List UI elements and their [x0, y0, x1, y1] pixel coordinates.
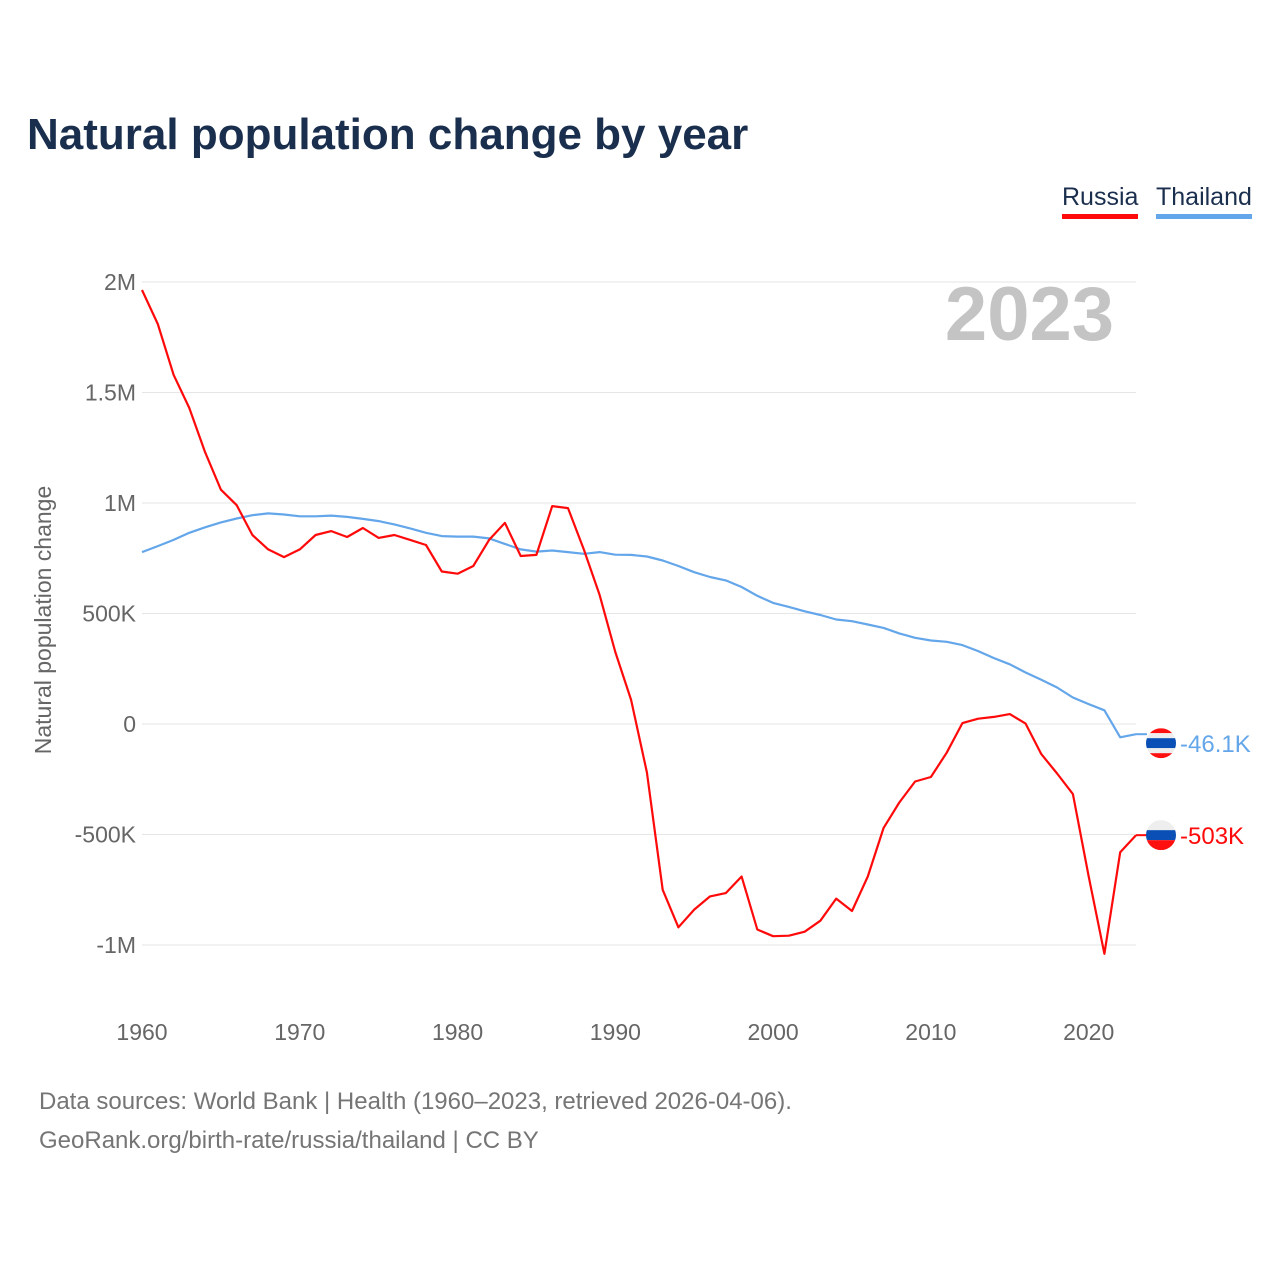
- thailand-flag-icon: [1146, 728, 1176, 759]
- x-tick-label: 1990: [590, 1019, 641, 1045]
- series-line-russia: [141, 289, 1137, 955]
- end-value-label: -46.1K: [1180, 731, 1251, 758]
- footer-sources: Data sources: World Bank | Health (1960–…: [39, 1088, 792, 1115]
- y-tick-label: -500K: [75, 822, 137, 848]
- y-tick-label: 0: [123, 711, 136, 737]
- x-tick-label: 1970: [274, 1019, 325, 1045]
- y-tick-label: 1M: [104, 490, 136, 516]
- legend-russia[interactable]: Russia: [1062, 183, 1139, 219]
- y-tick-label: 1.5M: [85, 380, 136, 406]
- year-watermark: 2023: [945, 272, 1114, 357]
- x-tick-label: 2020: [1063, 1019, 1114, 1045]
- x-tick-label: 1980: [432, 1019, 483, 1045]
- y-tick-label: 500K: [82, 601, 136, 627]
- end-value-label: -503K: [1180, 823, 1244, 850]
- footer-link[interactable]: GeoRank.org/birth-rate/russia/thailand |…: [39, 1127, 539, 1154]
- x-tick-label: 2000: [748, 1019, 799, 1045]
- legend-thailand[interactable]: Thailand: [1156, 183, 1252, 219]
- y-tick-label: 2M: [104, 269, 136, 295]
- y-tick-label: -1M: [96, 932, 136, 958]
- russia-flag-icon: [1146, 820, 1176, 851]
- x-tick-label: 1960: [116, 1019, 167, 1045]
- series-line-thailand: [141, 512, 1137, 739]
- x-tick-label: 2010: [905, 1019, 956, 1045]
- chart-title: Natural population change by year: [27, 110, 749, 159]
- y-axis-label: Natural population change: [30, 486, 56, 755]
